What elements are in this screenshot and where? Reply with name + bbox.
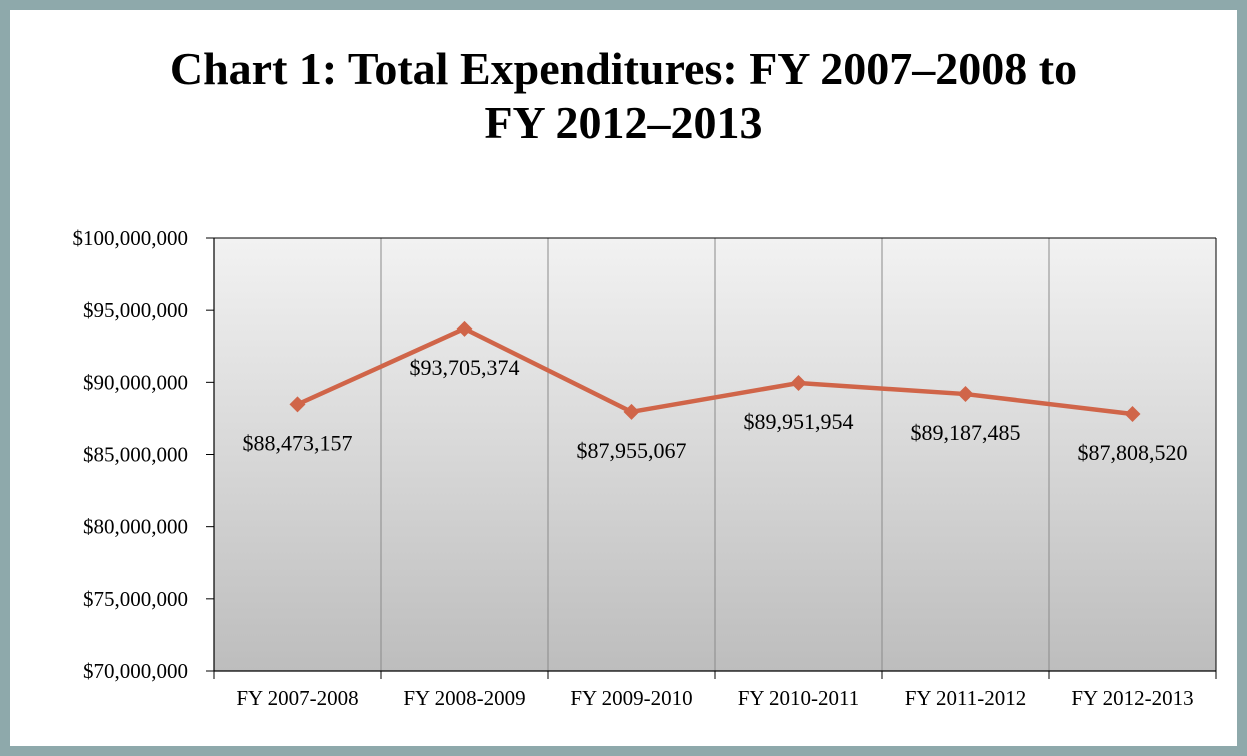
data-point-marker [1124,405,1141,422]
series-line [296,326,1133,417]
data-point-marker [790,375,807,392]
data-label: $87,955,067 [577,438,687,463]
y-tick-label: $95,000,000 [83,298,188,322]
chart-title-line-2: FY 2012–2013 [484,97,763,148]
data-point-marker [957,386,974,403]
y-tick-label: $70,000,000 [83,659,188,683]
x-tick-label: FY 2007-2008 [236,686,358,710]
y-axis-ticks: $100,000,000 $95,000,000 $90,000,000 $85,00… [73,226,214,683]
vertical-grid-lines [380,238,1050,671]
y-tick-label: $100,000,000 [73,226,189,250]
chart-title: Chart 1: Total Expenditures: FY 2007–200… [10,42,1237,150]
data-point-marker [289,396,306,413]
x-tick-label: FY 2012-2013 [1071,686,1193,710]
y-tick-label: $80,000,000 [83,515,188,539]
data-labels: $88,473,157 $93,705,374 $87,955,067 $89,951… [243,355,1188,465]
x-tick-label: FY 2011-2012 [905,686,1027,710]
y-tick-label: $75,000,000 [83,587,188,611]
data-label: $89,951,954 [744,409,854,434]
data-point-marker [456,320,473,337]
series-layer [289,320,1141,422]
y-tick-label: $85,000,000 [83,443,188,467]
data-point-marker [623,403,640,420]
y-tick-label: $90,000,000 [83,370,188,394]
x-tick-label: FY 2010-2011 [738,686,860,710]
x-tick-label: FY 2009-2010 [570,686,692,710]
data-label: $88,473,157 [243,430,353,455]
data-label: $93,705,374 [410,355,520,380]
data-label: $87,808,520 [1078,440,1188,465]
chart-title-line-1: Chart 1: Total Expenditures: FY 2007–200… [169,43,1078,94]
x-axis-ticks: FY 2007-2008 FY 2008-2009 FY 2009-2010 FY 2… [213,671,1217,710]
x-tick-label: FY 2008-2009 [403,686,525,710]
data-label: $89,187,485 [911,420,1021,445]
